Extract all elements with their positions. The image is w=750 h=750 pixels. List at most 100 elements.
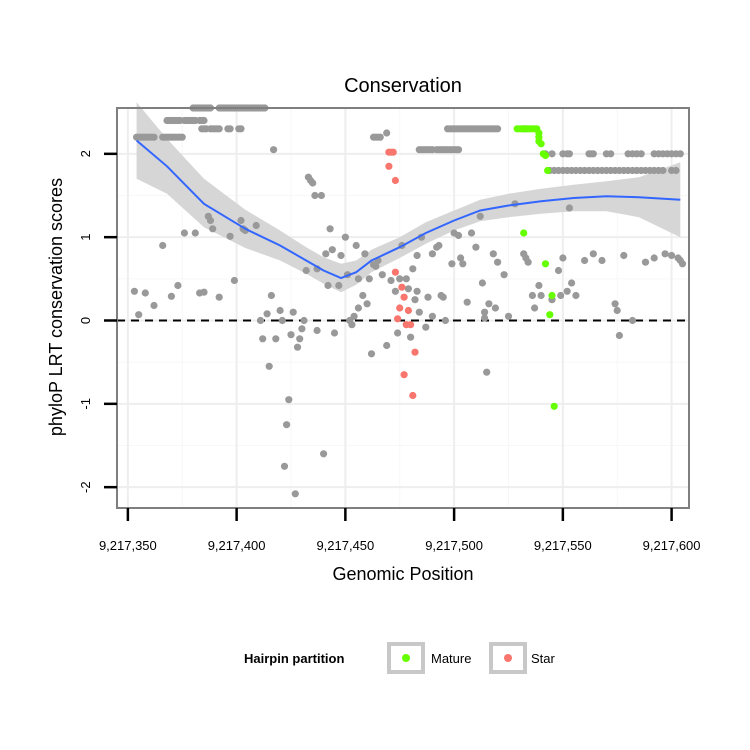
data-point-other [581, 256, 589, 265]
plot-area: 9,217,350 9,217,400 9,217,450 9,217,500 9,21… [78, 102, 701, 553]
data-point-other [180, 229, 188, 237]
data-point-other [565, 204, 574, 212]
x-tick-label: 9,217,600 [643, 538, 701, 553]
data-point-other [494, 125, 502, 133]
data-point-other [415, 308, 423, 316]
data-point-other [598, 256, 606, 265]
data-point-other [348, 321, 356, 329]
data-point-other [302, 266, 310, 275]
data-point-other [289, 308, 297, 316]
data-point-mature [541, 260, 550, 268]
y-tick-label: -1 [78, 398, 93, 410]
data-point-other [287, 331, 295, 339]
data-point-mature [546, 311, 554, 319]
data-point-other [252, 221, 260, 230]
data-point-other [209, 225, 217, 233]
data-point-other [641, 258, 650, 266]
data-point-other [383, 341, 391, 350]
y-axis-title: phyloP LRT conservation scores [46, 178, 66, 436]
data-point-other [476, 212, 484, 220]
data-point-other [293, 343, 302, 351]
data-point-other [322, 250, 330, 258]
x-tick-label: 9,217,400 [208, 538, 266, 553]
data-point-other [328, 246, 336, 254]
data-point-mature [541, 151, 550, 160]
data-point-star [385, 162, 393, 170]
x-axis-title: Genomic Position [332, 564, 473, 584]
data-point-other [472, 243, 480, 251]
data-point-other [335, 281, 343, 290]
data-point-other [528, 291, 537, 300]
data-point-other [589, 150, 597, 158]
y-tick-label: 1 [78, 234, 93, 241]
data-point-other [256, 316, 265, 325]
data-point-star [396, 304, 404, 312]
data-point-other [215, 293, 223, 301]
data-point-other [448, 260, 456, 268]
data-point-star [407, 321, 415, 329]
data-point-other [467, 229, 476, 237]
data-point-other [661, 250, 669, 258]
data-point-other [589, 250, 597, 258]
data-point-other [454, 146, 463, 154]
data-point-other [483, 368, 491, 376]
x-tick-label: 9,217,550 [534, 538, 592, 553]
data-point-other [326, 225, 334, 233]
data-point-other [563, 287, 571, 295]
data-point-other [548, 150, 556, 158]
data-point-other [628, 316, 637, 325]
data-point-other [352, 241, 360, 250]
data-point-other [200, 116, 208, 125]
data-point-other [557, 291, 565, 300]
data-point-other [391, 287, 399, 295]
data-point-other [489, 250, 497, 258]
data-point-other [150, 133, 158, 141]
data-point-other [206, 216, 215, 225]
data-point-mature [548, 291, 556, 300]
data-point-other [278, 316, 286, 325]
data-point-other [531, 304, 539, 312]
data-point-other [409, 265, 417, 273]
data-point-other [572, 291, 580, 300]
data-point-star [398, 283, 406, 291]
data-point-other [411, 296, 419, 304]
data-point-star [391, 176, 399, 185]
data-point-other [537, 291, 545, 300]
data-point-other [674, 254, 682, 262]
legend-marker-mature [402, 654, 410, 662]
data-point-other [504, 312, 513, 320]
legend-marker-star [504, 654, 512, 662]
data-point-other [296, 335, 304, 343]
data-point-other [615, 331, 624, 340]
data-point-other [300, 316, 308, 325]
data-point-other [167, 292, 175, 300]
data-point-other [383, 129, 391, 137]
data-point-other [363, 300, 371, 308]
data-point-other [413, 287, 421, 295]
data-point-other [283, 421, 291, 429]
data-point-mature [544, 166, 552, 175]
smooth-confidence-band [136, 102, 681, 293]
data-point-other [565, 150, 574, 158]
data-point-other [422, 323, 430, 331]
x-tick-label: 9,217,350 [99, 538, 157, 553]
data-point-other [413, 251, 421, 260]
data-point-other [457, 254, 465, 262]
smooth-trend-line [135, 139, 681, 280]
y-tick-label: 2 [78, 150, 93, 157]
data-point-other [226, 232, 234, 240]
data-point-other [481, 314, 489, 322]
data-point-other [285, 396, 293, 404]
data-point-star [409, 391, 417, 400]
data-point-other [237, 125, 245, 133]
data-point-other [259, 335, 267, 343]
legend-key-mature [387, 642, 425, 674]
chart-title: Conservation [344, 75, 462, 97]
data-point-other [424, 293, 432, 301]
data-point-other [354, 275, 362, 283]
data-point-other [215, 125, 223, 133]
legend-label-mature: Mature [431, 651, 471, 666]
data-point-other [298, 325, 306, 333]
data-point-mature [520, 229, 528, 237]
